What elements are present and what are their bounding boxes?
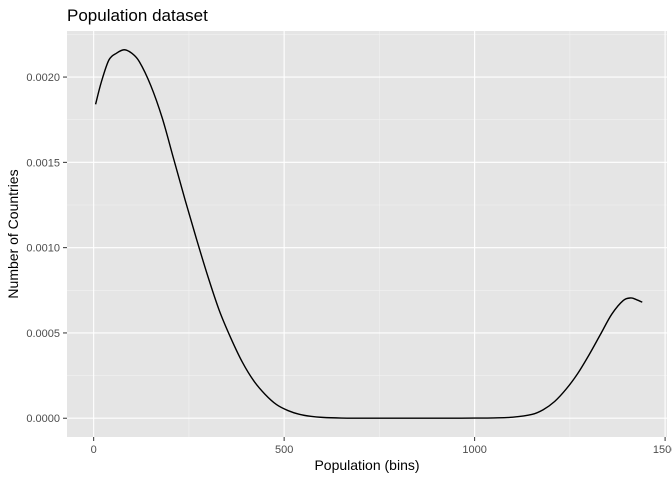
y-tick-label: 0.0000 — [26, 413, 60, 425]
x-tick-label: 0 — [91, 444, 97, 456]
y-tick-label: 0.0010 — [26, 243, 60, 255]
x-axis-title: Population (bins) — [314, 457, 419, 473]
chart-title: Population dataset — [67, 6, 208, 25]
x-tick-label: 500 — [275, 444, 293, 456]
x-tick-label: 1000 — [462, 444, 486, 456]
density-line — [94, 49, 643, 419]
plot-panel — [67, 31, 667, 437]
y-axis-title: Number of Countries — [5, 169, 21, 298]
y-tick-label: 0.0015 — [26, 157, 60, 169]
y-tick-label: 0.0020 — [26, 72, 60, 84]
y-tick-label: 0.0005 — [26, 328, 60, 340]
